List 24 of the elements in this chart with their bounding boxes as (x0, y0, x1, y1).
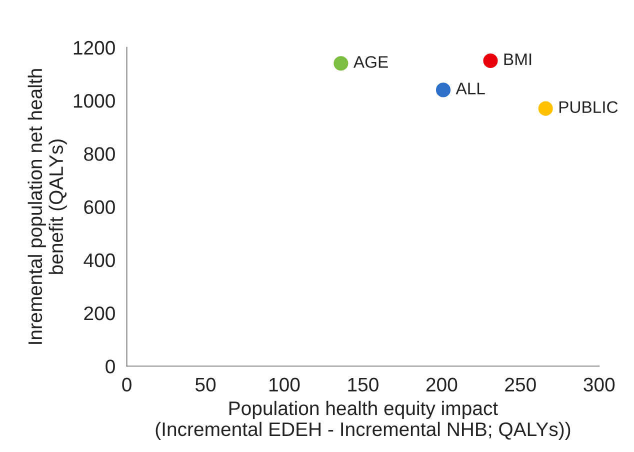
y-tick-label: 600 (84, 200, 115, 214)
point (483, 53, 498, 68)
point (538, 101, 553, 116)
x-tick-label: 150 (348, 378, 378, 392)
x-axis-title: Population health equity impact (Incremental EDEH - Incremental NHB; QALYs)) (156, 400, 570, 440)
series-label: AGE (353, 56, 388, 68)
x-tick-label: 300 (584, 378, 615, 392)
point (436, 82, 451, 98)
point (334, 56, 348, 71)
y-tick-label: 0 (106, 360, 115, 374)
y-axis-title: Inremental population net health benefit (QALYs) (28, 69, 67, 344)
y-tick-label: 800 (84, 147, 115, 161)
x-tick-label: 250 (505, 378, 536, 392)
x-tick-label: 100 (270, 378, 300, 392)
y-tick-label: 400 (84, 253, 115, 268)
x-tick-label: 0 (122, 378, 132, 392)
y-tick-label: 1000 (74, 94, 115, 108)
x-tick-label: 200 (426, 378, 458, 392)
y-tick-label: 1200 (74, 40, 115, 55)
series-label: ALL (456, 82, 485, 94)
x-tick-label: 50 (195, 378, 216, 392)
series-label: BMI (504, 54, 532, 66)
series-label: PUBLIC (559, 101, 618, 114)
y-tick-label: 200 (84, 306, 115, 320)
